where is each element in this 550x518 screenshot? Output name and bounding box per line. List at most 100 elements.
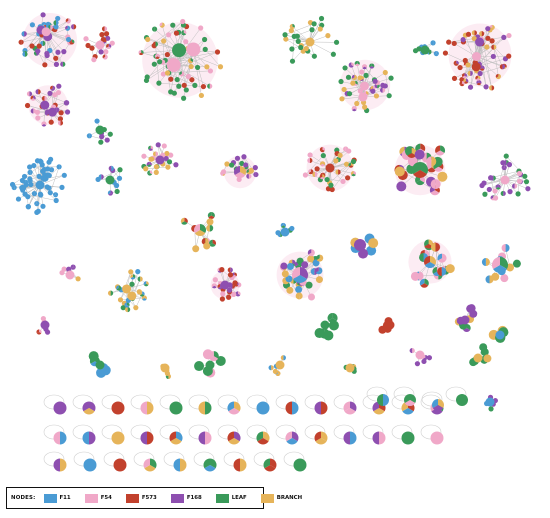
node-slice (117, 167, 123, 173)
node-slice (240, 458, 247, 472)
network-node (323, 330, 334, 341)
node-slice (19, 184, 26, 191)
node-slice (246, 169, 250, 174)
node-slice (146, 161, 150, 166)
node-slice (440, 145, 446, 153)
network-node (430, 40, 436, 46)
network-node (36, 173, 42, 179)
network-node (188, 63, 194, 70)
network-node (280, 222, 286, 229)
node-slice (127, 302, 130, 307)
node-slice (96, 367, 107, 378)
network-node (311, 21, 317, 27)
node-slice (34, 190, 38, 197)
node-slice (357, 88, 361, 94)
node-slice (410, 271, 420, 281)
node-slice (179, 73, 185, 77)
node-slice (89, 431, 96, 445)
node-slice (350, 158, 357, 165)
network-node (219, 296, 225, 302)
network-node (203, 458, 217, 472)
network-node (53, 61, 60, 67)
network-node (229, 162, 235, 168)
node-slice (351, 62, 354, 67)
node-slice (205, 360, 215, 370)
network-node (410, 271, 420, 281)
node-slice (281, 225, 286, 229)
network-node (234, 166, 247, 178)
network-node (37, 191, 44, 197)
network-node (479, 343, 488, 352)
network-node (285, 431, 299, 445)
node-slice (217, 284, 221, 289)
node-slice (164, 150, 170, 157)
node-slice (473, 353, 483, 363)
node-slice (73, 24, 77, 30)
network-node (163, 155, 169, 162)
network-node (35, 115, 41, 121)
network-node (44, 50, 50, 57)
network-node (21, 173, 28, 180)
network-node (523, 179, 530, 185)
network-node (113, 458, 127, 472)
network-node (231, 291, 237, 298)
node-slice (187, 58, 191, 63)
network-node (86, 133, 92, 139)
network-node (152, 151, 159, 157)
network-node (173, 162, 179, 168)
network-node (358, 92, 368, 102)
network-node (18, 39, 24, 45)
network-node (280, 262, 288, 270)
node-slice (263, 458, 270, 469)
node-slice (275, 360, 285, 370)
network-node (442, 50, 449, 56)
network-node (111, 401, 125, 415)
network-node (350, 158, 357, 165)
node-slice (310, 268, 315, 276)
node-slice (433, 40, 436, 46)
network-node (179, 71, 185, 77)
network-node (473, 353, 483, 363)
network-node (217, 64, 224, 70)
node-slice (95, 360, 105, 370)
network-node (83, 458, 97, 472)
node-slice (176, 431, 183, 442)
network-node (484, 44, 490, 50)
network-node (359, 69, 365, 75)
node-slice (307, 152, 313, 158)
node-slice (83, 458, 97, 472)
node-slice (205, 431, 212, 445)
network-node (155, 142, 161, 148)
network-node (151, 61, 157, 67)
network-node (108, 165, 114, 171)
node-slice (461, 73, 465, 78)
node-slice (372, 431, 379, 445)
network-node (207, 83, 213, 89)
node-slice (354, 106, 357, 110)
node-slice (138, 52, 144, 56)
network-node (147, 170, 153, 176)
node-slice (366, 245, 377, 256)
node-slice (204, 465, 216, 472)
network-node (330, 51, 336, 57)
network-node (460, 315, 470, 325)
node-slice (332, 312, 338, 321)
node-slice (415, 143, 421, 152)
network-node (471, 35, 477, 42)
node-slice (281, 270, 289, 278)
network-node (206, 224, 214, 232)
node-slice (337, 152, 343, 158)
node-slice (456, 394, 468, 406)
node-slice (143, 166, 149, 172)
node-slice (39, 329, 42, 334)
network-node (198, 25, 204, 31)
node-slice (127, 306, 131, 313)
network-node (30, 95, 36, 101)
node-slice (198, 92, 204, 99)
network-node (95, 40, 105, 50)
node-slice (482, 65, 485, 70)
network-node (171, 90, 177, 96)
node-slice (43, 176, 49, 182)
node-slice (125, 306, 128, 313)
node-slice (343, 146, 346, 152)
